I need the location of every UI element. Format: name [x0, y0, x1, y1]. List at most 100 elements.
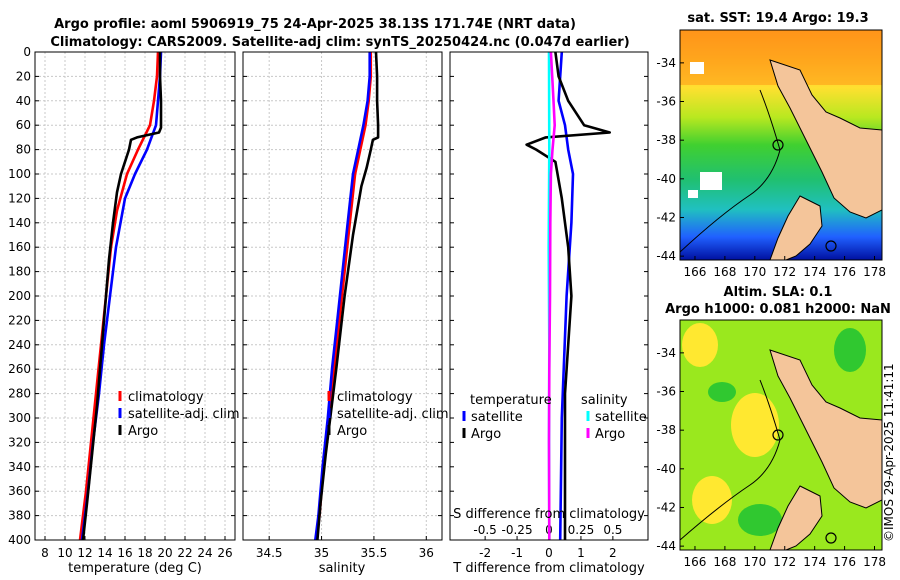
depth-tick-label: 120 [8, 191, 31, 205]
salinity-xtick-label: 35.5 [361, 546, 388, 560]
salinity-xtick-label: 35 [314, 546, 329, 560]
sst-land-north-island [769, 59, 882, 219]
difference-top-xtick-label: -0.25 [502, 523, 533, 537]
difference-legend-header-salinity: salinity [581, 393, 628, 408]
difference-series-t-argo [525, 51, 611, 540]
salinity-legend-label: Argo [337, 424, 367, 439]
temperature-xtick-label: 26 [217, 546, 232, 560]
salinity-xtick-label: 34.5 [256, 546, 283, 560]
depth-tick-label: 320 [8, 435, 31, 449]
difference-legend-label-t: satellite [471, 410, 523, 425]
figure-title-line1: Argo profile: aoml 5906919_75 24-Apr-202… [54, 17, 576, 32]
sla_map-xtick-label: 168 [713, 555, 736, 569]
difference-xtick-label: 0 [545, 546, 553, 560]
sst_map-xtick-label: 172 [773, 265, 796, 279]
difference-legend-label-s: Argo [595, 427, 625, 442]
sst-cloud-mask [690, 62, 704, 74]
depth-tick-label: 100 [8, 167, 31, 181]
sla-argo-marker [772, 429, 784, 441]
salinity-xlabel: salinity [319, 561, 366, 576]
depth-tick-label: 220 [8, 313, 31, 327]
temperature-xtick-label: 18 [137, 546, 152, 560]
difference-series-t-satellite [557, 51, 575, 541]
sst_map-ytick-label: -40 [656, 172, 676, 186]
salinity-series-satellite-adj-clim [314, 52, 371, 541]
figure-title-line2: Climatology: CARS2009. Satellite-adj cli… [50, 35, 629, 50]
difference-xtick-label: -2 [479, 546, 491, 560]
difference-frame [449, 51, 649, 541]
sst_map-ytick-label: -34 [656, 56, 676, 70]
sla-blob-4 [834, 328, 866, 372]
depth-tick-label: 180 [8, 265, 31, 279]
difference-legend-label-s: satellite [595, 410, 647, 425]
sst_map-ytick-label: -38 [656, 133, 676, 147]
sla_map-ytick-label: -40 [656, 462, 676, 476]
temperature-series-argo [81, 52, 163, 541]
sla_map-ytick-label: -38 [656, 423, 676, 437]
sla-blob-6 [708, 382, 736, 402]
temperature-legend-label: Argo [128, 424, 158, 439]
sla_map-xtick-label: 176 [833, 555, 856, 569]
temperature-xtick-label: 24 [197, 546, 212, 560]
sla-blob-1 [682, 323, 718, 367]
depth-tick-label: 400 [8, 533, 31, 547]
sst-map: sat. SST: 19.4 Argo: 19.3 166 168 170 172 17… [656, 11, 886, 279]
depth-tick-label: 20 [16, 69, 31, 83]
sla-contour [680, 379, 781, 541]
sla-blob-2 [731, 393, 779, 457]
depth-tick-label: 280 [8, 387, 31, 401]
difference-top-xtick-label: 0.5 [603, 523, 622, 537]
difference-panel: -2-1012-0.5-0.2500.250.5temperaturesalin… [449, 51, 649, 560]
depth-tick-label: 380 [8, 509, 31, 523]
sla-map: Altim. SLA: 0.1 Argo h1000: 0.081 h2000:… [656, 285, 890, 569]
sst-contour [680, 89, 781, 253]
depth-tick-label: 200 [8, 289, 31, 303]
sla-map-frame [679, 319, 883, 551]
difference-top-xtick-label: -0.5 [473, 523, 496, 537]
sla_map-ytick-label: -36 [656, 385, 676, 399]
salinity-xtick-label: 36 [419, 546, 434, 560]
sla_map-ytick-label: -34 [656, 346, 676, 360]
sst_map-ytick-label: -36 [656, 95, 676, 109]
depth-tick-label: 360 [8, 484, 31, 498]
salinity-frame [242, 51, 443, 541]
temperature-xtick-label: 12 [77, 546, 92, 560]
sla_map-xtick-label: 178 [863, 555, 886, 569]
temperature-xtick-label: 22 [177, 546, 192, 560]
difference-top-xtick-label: 0.25 [568, 523, 595, 537]
temperature-xtick-label: 14 [97, 546, 112, 560]
difference-xlabel: T difference from climatology [452, 561, 645, 576]
sla_map-ytick-label: -42 [656, 500, 676, 514]
depth-tick-label: 160 [8, 240, 31, 254]
temperature-xtick-label: 8 [41, 546, 49, 560]
sst_map-xtick-label: 168 [713, 265, 736, 279]
sla-blob-3 [692, 476, 732, 524]
sla-land-south-island [769, 485, 823, 550]
sst-map-frame [679, 29, 883, 261]
sla_map-xtick-label: 170 [743, 555, 766, 569]
sla-map-title-line1: Altim. SLA: 0.1 [724, 285, 833, 300]
difference-xtick-label: 2 [609, 546, 617, 560]
depth-tick-label: 40 [16, 94, 31, 108]
salinity-series-argo [316, 51, 380, 541]
temperature-frame [34, 51, 236, 541]
sst-cloud-mask-3 [688, 190, 698, 198]
temperature-legend-label: climatology [128, 390, 204, 405]
sst_map-ytick-label: -44 [656, 249, 676, 263]
difference-xtick-label: 1 [577, 546, 585, 560]
temperature-xtick-label: 20 [157, 546, 172, 560]
sla-land-north-island [769, 349, 882, 509]
temperature-xtick-label: 10 [57, 546, 72, 560]
depth-tick-label: 140 [8, 216, 31, 230]
sst_map-xtick-label: 178 [863, 265, 886, 279]
depth-tick-label: 300 [8, 411, 31, 425]
sst-map-title: sat. SST: 19.4 Argo: 19.3 [687, 11, 868, 26]
sla-eddy-marker [825, 532, 837, 544]
depth-tick-label: 80 [16, 143, 31, 157]
sla_map-xtick-label: 172 [773, 555, 796, 569]
difference-legend-header-temperature: temperature [470, 393, 552, 408]
sla_map-xtick-label: 174 [803, 555, 826, 569]
temperature-xlabel: temperature (deg C) [68, 561, 202, 576]
depth-tick-label: 0 [23, 45, 31, 59]
